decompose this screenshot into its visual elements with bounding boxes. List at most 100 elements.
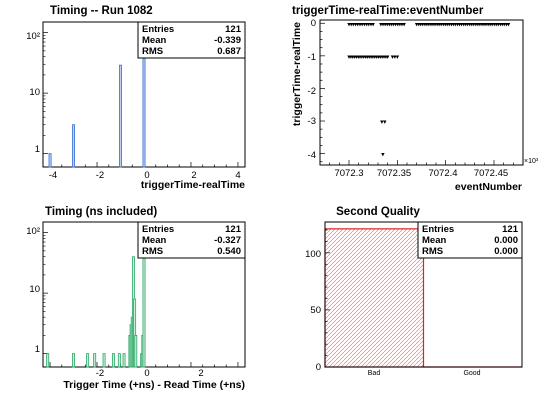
x-category-labels: Bad Good bbox=[368, 370, 481, 377]
scatter-point: ▾ bbox=[431, 21, 435, 28]
panel-timing-ns: Timing (ns included) -2 0 2 1 10 10² Tri… bbox=[26, 206, 246, 391]
scatter-point: ▾ bbox=[360, 21, 364, 28]
y-tick-label: -4 bbox=[308, 150, 316, 161]
y-tick-label: -1 bbox=[308, 52, 316, 63]
scatter-point: ▾ bbox=[375, 54, 379, 61]
scatter-point: ▾ bbox=[466, 21, 470, 28]
scatter-point: ▾ bbox=[383, 119, 387, 126]
y-tick-label: 1 bbox=[35, 144, 40, 155]
scatter-point: ▾ bbox=[369, 54, 373, 61]
stats-box: Entries 121 Mean -0.327 RMS 0.540 bbox=[137, 221, 246, 259]
scatter-point: ▾ bbox=[450, 21, 454, 28]
scatter-point: ▾ bbox=[380, 54, 384, 61]
scatter-point: ▾ bbox=[501, 21, 505, 28]
histogram-bar bbox=[324, 228, 425, 368]
x-axis-label: eventNumber bbox=[455, 181, 522, 193]
scatter-point: ▾ bbox=[468, 21, 472, 28]
scatter-point: ▾ bbox=[419, 21, 423, 28]
scatter-point: ▾ bbox=[396, 54, 400, 61]
scatter-points: ▾▾▾▾▾▾▾▾▾▾▾▾ ▾▾▾▾▾▾▾▾▾▾▾▾ ▾▾▾▾▾▾▾▾▾▾▾▾▾▾▾▾… bbox=[347, 21, 511, 158]
scatter-point: ▾ bbox=[435, 21, 439, 28]
chart-title: Second Quality bbox=[336, 206, 420, 218]
scatter-point: ▾ bbox=[494, 21, 498, 28]
histogram-bar bbox=[134, 334, 138, 368]
scatter-point: ▾ bbox=[402, 21, 406, 28]
scatter-point: ▾ bbox=[439, 21, 443, 28]
stats-value: 0.540 bbox=[217, 246, 241, 257]
scatter-point: ▾ bbox=[390, 21, 394, 28]
scatter-point: ▾ bbox=[507, 21, 511, 28]
x-tick-labels: -2 0 2 bbox=[96, 368, 204, 379]
scatter-point: ▾ bbox=[386, 54, 390, 61]
scatter-point: ▾ bbox=[373, 54, 377, 61]
scatter-point: ▾ bbox=[443, 21, 447, 28]
histogram-bars bbox=[48, 35, 146, 168]
x-tick-label: -4 bbox=[49, 170, 57, 181]
histogram-bars bbox=[46, 247, 146, 368]
scatter-point: ▾ bbox=[433, 21, 437, 28]
scatter-point: ▾ bbox=[349, 21, 353, 28]
x-axis-label: Trigger Time (+ns) - Read Time (+ns) bbox=[63, 379, 245, 391]
histogram-bar bbox=[102, 353, 106, 368]
stats-label: RMS bbox=[142, 246, 163, 257]
stats-value: 0.000 bbox=[494, 235, 518, 246]
x-tick-labels: 7072.3 7072.35 7072.4 7072.45 bbox=[334, 168, 508, 179]
y-tick-label: 1 bbox=[35, 344, 40, 355]
stats-value: -0.339 bbox=[214, 35, 241, 46]
chart-title: triggerTime-realTime:eventNumber bbox=[292, 5, 484, 17]
x-tick-label: 7072.45 bbox=[474, 168, 508, 179]
x-tick-labels: -4 -2 0 2 4 bbox=[49, 170, 241, 181]
histogram-bar bbox=[72, 353, 75, 368]
axis-ticks bbox=[325, 229, 330, 368]
stats-box: Entries 121 Mean 0.000 RMS 0.000 bbox=[417, 221, 523, 259]
scatter-point: ▾ bbox=[385, 21, 389, 28]
scatter-point: ▾ bbox=[464, 21, 468, 28]
x-tick-label: 4 bbox=[235, 170, 240, 181]
scatter-point: ▾ bbox=[382, 54, 386, 61]
scatter-point: ▾ bbox=[452, 21, 456, 28]
scatter-point: ▾ bbox=[454, 21, 458, 28]
stats-value: 121 bbox=[225, 224, 242, 235]
stats-value: -0.327 bbox=[214, 235, 241, 246]
scatter-point: ▾ bbox=[388, 21, 392, 28]
scatter-point: ▾ bbox=[381, 21, 385, 28]
scatter-point: ▾ bbox=[391, 54, 395, 61]
x-tick-label: 7072.3 bbox=[334, 168, 363, 179]
scatter-point: ▾ bbox=[353, 54, 357, 61]
histogram-bar bbox=[86, 353, 90, 368]
y-tick-label: -2 bbox=[308, 86, 316, 97]
chart-title: Timing -- Run 1082 bbox=[50, 5, 153, 17]
scatter-point: ▾ bbox=[448, 21, 452, 28]
scatter-point: ▾ bbox=[371, 54, 375, 61]
x-category-label: Good bbox=[463, 370, 480, 377]
scatter-point: ▾ bbox=[369, 21, 373, 28]
scatter-point: ▾ bbox=[379, 21, 383, 28]
stats-label: Mean bbox=[422, 235, 446, 246]
scatter-point: ▾ bbox=[427, 21, 431, 28]
scatter-point: ▾ bbox=[384, 54, 388, 61]
y-tick-label: 0 bbox=[316, 362, 321, 373]
scatter-point: ▾ bbox=[474, 21, 478, 28]
scatter-point: ▾ bbox=[505, 21, 509, 28]
scatter-point: ▾ bbox=[366, 54, 370, 61]
x-tick-label: 7072.35 bbox=[377, 168, 411, 179]
scatter-point: ▾ bbox=[362, 54, 366, 61]
scatter-point: ▾ bbox=[480, 21, 484, 28]
scatter-point: ▾ bbox=[486, 21, 490, 28]
y-tick-label: 10 bbox=[29, 87, 40, 98]
scatter-point: ▾ bbox=[437, 21, 441, 28]
scatter-point: ▾ bbox=[358, 54, 362, 61]
scatter-point: ▾ bbox=[456, 21, 460, 28]
scatter-point: ▾ bbox=[371, 21, 375, 28]
stats-value: 121 bbox=[225, 24, 242, 35]
scatter-point: ▾ bbox=[380, 119, 384, 126]
scatter-point: ▾ bbox=[363, 21, 367, 28]
scatter-point: ▾ bbox=[398, 21, 402, 28]
scatter-point: ▾ bbox=[490, 21, 494, 28]
x-tick-label: 7072.4 bbox=[428, 168, 457, 179]
scatter-point: ▾ bbox=[417, 21, 421, 28]
scatter-point: ▾ bbox=[497, 21, 501, 28]
x-exponent-label: ×10³ bbox=[524, 158, 539, 165]
scatter-point: ▾ bbox=[484, 21, 488, 28]
panel-trigger-vs-event: triggerTime-realTime:eventNumber ▾▾▾▾▾▾▾… bbox=[291, 5, 539, 193]
